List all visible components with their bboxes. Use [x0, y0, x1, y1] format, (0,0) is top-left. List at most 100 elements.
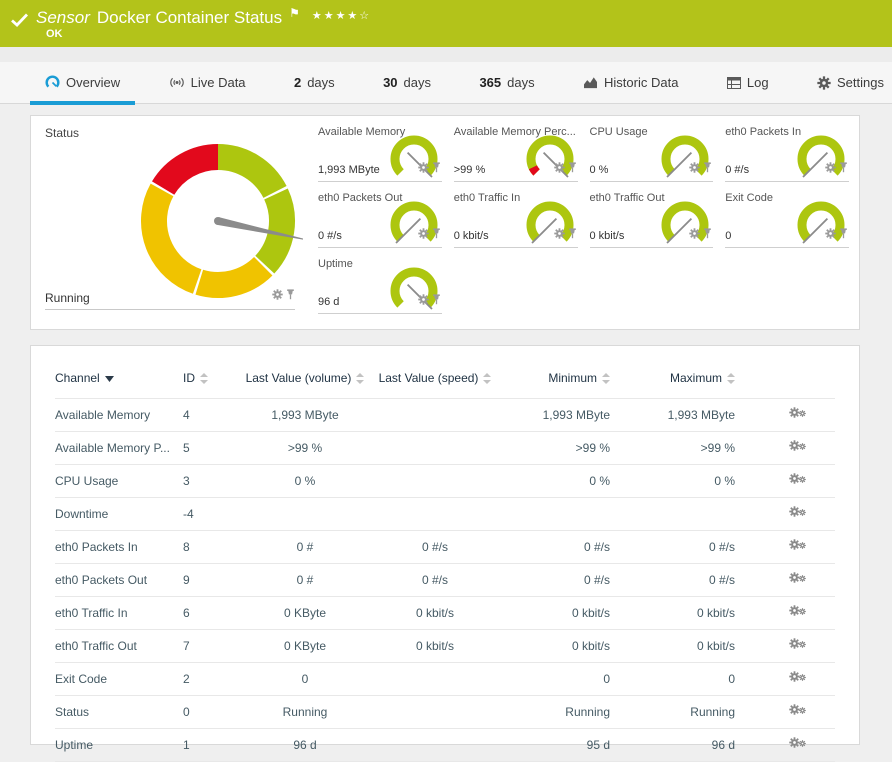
cell-actions — [760, 629, 835, 663]
channel-settings-icon[interactable] — [789, 439, 806, 454]
gauge-cell-uptime: Uptime 96 d — [314, 254, 450, 320]
tab-log[interactable]: Log — [726, 62, 769, 104]
sensor-header-bar: Sensor Docker Container Status ⚑ ★★★★☆ O… — [0, 0, 892, 47]
tab-days-2[interactable]: 2 days — [294, 62, 335, 104]
tab-range-number: 2 — [293, 75, 302, 90]
channel-settings-icon[interactable] — [789, 703, 806, 718]
cell-channel[interactable]: eth0 Traffic In — [55, 596, 183, 630]
tab-label: Live Data — [190, 75, 246, 90]
cell-channel[interactable]: eth0 Packets In — [55, 530, 183, 564]
tab-overview[interactable]: Overview — [29, 62, 136, 105]
tab-live-data[interactable]: Live Data — [169, 62, 246, 104]
gear-icon[interactable] — [272, 287, 283, 305]
cell-maximum: Running — [635, 695, 760, 729]
cell-actions — [760, 596, 835, 630]
gear-icon[interactable] — [825, 226, 836, 244]
pin-icon[interactable] — [432, 226, 441, 244]
col-header-id[interactable]: ID — [183, 362, 235, 399]
pin-icon[interactable] — [839, 160, 848, 178]
gauge-dial — [659, 133, 711, 190]
gear-icon[interactable] — [689, 160, 700, 178]
tab-historic-data[interactable]: Historic Data — [583, 62, 678, 104]
channel-settings-icon[interactable] — [789, 604, 806, 619]
priority-star-rating[interactable]: ★★★★☆ — [311, 10, 372, 22]
cell-minimum: 95 d — [495, 728, 635, 762]
gauge-cell-eth0-packets-in: eth0 Packets In 0 #/s — [721, 122, 857, 188]
channel-settings-icon[interactable] — [789, 571, 806, 586]
cell-id: 9 — [183, 563, 235, 597]
cell-channel[interactable]: CPU Usage — [55, 464, 183, 498]
cell-channel[interactable]: Status — [55, 695, 183, 729]
tab-days-365[interactable]: 365 days — [479, 62, 534, 104]
gauge-cell-available-memory: Available Memory 1,993 MByte — [314, 122, 450, 188]
gauge-title: Uptime — [318, 258, 353, 270]
cell-channel[interactable]: Available Memory P... — [55, 431, 183, 465]
pin-icon[interactable] — [432, 160, 441, 178]
cell-id: 2 — [183, 662, 235, 696]
col-header-last-value-volume[interactable]: Last Value (volume) — [235, 362, 375, 399]
area-chart-icon — [583, 76, 598, 89]
channel-settings-icon[interactable] — [789, 472, 806, 487]
cell-last-value-speed: 0 kbit/s — [375, 629, 495, 663]
pin-icon[interactable] — [568, 226, 577, 244]
tab-settings[interactable]: Settings — [817, 62, 884, 104]
cell-last-value-speed: 0 #/s — [375, 563, 495, 597]
gear-icon[interactable] — [418, 226, 429, 244]
cell-channel[interactable]: Exit Code — [55, 662, 183, 696]
col-header-maximum[interactable]: Maximum — [635, 362, 760, 399]
gauge-divider — [318, 313, 442, 314]
cell-minimum: 1,993 MByte — [495, 398, 635, 432]
cell-channel[interactable]: Downtime — [55, 497, 183, 531]
tab-days-30[interactable]: 30 days — [383, 62, 431, 104]
gauge-title: Exit Code — [725, 192, 773, 204]
channel-settings-icon[interactable] — [789, 736, 806, 751]
tab-label: Overview — [66, 75, 121, 90]
small-gauges-grid: Available Memory 1,993 MByte Available Mem… — [314, 122, 857, 329]
pin-icon[interactable] — [703, 226, 712, 244]
gauge-cell-eth0-traffic-in: eth0 Traffic In 0 kbit/s — [450, 188, 586, 254]
cell-actions — [760, 728, 835, 762]
pin-icon[interactable] — [432, 292, 441, 310]
table-row: Uptime 1 96 d 95 d 96 d — [55, 728, 835, 762]
pin-icon[interactable] — [703, 160, 712, 178]
cell-maximum: 0 — [635, 662, 760, 696]
channel-settings-icon[interactable] — [789, 538, 806, 553]
gauge-divider — [589, 181, 714, 182]
cell-channel[interactable]: eth0 Traffic Out — [55, 629, 183, 663]
channel-settings-icon[interactable] — [789, 670, 806, 685]
cell-actions — [760, 398, 835, 432]
cell-actions — [760, 431, 835, 465]
gear-icon[interactable] — [553, 226, 565, 244]
col-header-last-value-speed[interactable]: Last Value (speed) — [375, 362, 495, 399]
cell-channel[interactable]: eth0 Packets Out — [55, 563, 183, 597]
gear-icon[interactable] — [689, 226, 700, 244]
channel-settings-icon[interactable] — [789, 505, 806, 520]
gear-icon[interactable] — [418, 292, 429, 310]
tab-label: Historic Data — [604, 75, 679, 90]
gauge-value: 0 kbit/s — [589, 230, 625, 242]
gear-icon[interactable] — [825, 160, 836, 178]
pin-icon[interactable] — [286, 287, 295, 305]
cell-last-value-speed — [375, 662, 495, 696]
pin-icon[interactable] — [568, 160, 577, 178]
cell-actions — [760, 530, 835, 564]
cell-minimum: 0 kbit/s — [495, 596, 635, 630]
gauge-divider — [453, 247, 578, 248]
col-header-minimum[interactable]: Minimum — [495, 362, 635, 399]
gauge-dial — [524, 199, 576, 256]
cell-channel[interactable]: Uptime — [55, 728, 183, 762]
gauge-title: eth0 Traffic Out — [589, 192, 665, 204]
flag-icon[interactable]: ⚑ — [289, 6, 300, 20]
gauge-icon — [45, 75, 60, 90]
gear-icon[interactable] — [418, 160, 429, 178]
tab-label: Log — [746, 75, 769, 90]
log-icon — [726, 76, 741, 89]
pin-icon[interactable] — [839, 226, 848, 244]
channel-settings-icon[interactable] — [789, 637, 806, 652]
cell-channel[interactable]: Available Memory — [55, 398, 183, 432]
channel-settings-icon[interactable] — [789, 406, 806, 421]
col-header-channel[interactable]: Channel — [55, 362, 183, 399]
cell-maximum: 0 #/s — [635, 530, 760, 564]
cell-minimum: 0 #/s — [495, 563, 635, 597]
gear-icon[interactable] — [553, 160, 565, 178]
